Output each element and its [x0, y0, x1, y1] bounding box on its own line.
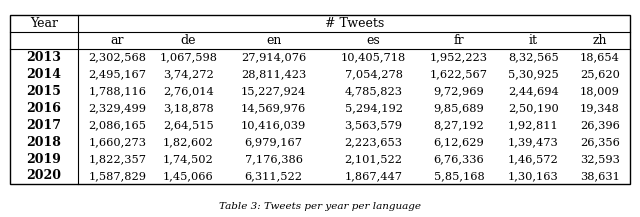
Text: # Tweets: # Tweets [324, 17, 384, 30]
Text: 25,620: 25,620 [580, 69, 620, 79]
Text: 2,44,694: 2,44,694 [508, 86, 559, 96]
Text: Table 3: Tweets per year per language: Table 3: Tweets per year per language [219, 202, 421, 211]
Text: 1,45,066: 1,45,066 [163, 171, 214, 181]
Text: 2,101,522: 2,101,522 [344, 154, 403, 164]
Text: fr: fr [454, 34, 464, 47]
Text: 32,593: 32,593 [580, 154, 620, 164]
Text: 2,495,167: 2,495,167 [88, 69, 147, 79]
Text: 1,39,473: 1,39,473 [508, 137, 559, 147]
Text: 2019: 2019 [26, 153, 61, 166]
Text: 7,176,386: 7,176,386 [244, 154, 303, 164]
Text: 4,785,823: 4,785,823 [344, 86, 403, 96]
Text: 28,811,423: 28,811,423 [241, 69, 307, 79]
Text: 1,660,273: 1,660,273 [88, 137, 147, 147]
Text: 2014: 2014 [26, 68, 61, 81]
Text: 2,302,568: 2,302,568 [88, 53, 147, 62]
Text: 2018: 2018 [26, 136, 61, 149]
Text: 3,74,272: 3,74,272 [163, 69, 214, 79]
Text: 6,979,167: 6,979,167 [244, 137, 303, 147]
Text: 8,27,192: 8,27,192 [433, 120, 484, 130]
Text: 26,396: 26,396 [580, 120, 620, 130]
Text: 2,76,014: 2,76,014 [163, 86, 214, 96]
Text: 1,92,811: 1,92,811 [508, 120, 559, 130]
Text: 38,631: 38,631 [580, 171, 620, 181]
Text: 1,622,567: 1,622,567 [430, 69, 488, 79]
Text: 6,12,629: 6,12,629 [433, 137, 484, 147]
Text: en: en [266, 34, 282, 47]
Text: 7,054,278: 7,054,278 [344, 69, 403, 79]
Text: 2015: 2015 [26, 85, 61, 98]
Text: 14,569,976: 14,569,976 [241, 103, 307, 113]
Text: 3,18,878: 3,18,878 [163, 103, 214, 113]
Text: 27,914,076: 27,914,076 [241, 53, 307, 62]
Text: de: de [180, 34, 196, 47]
Text: 18,009: 18,009 [580, 86, 620, 96]
Text: 1,74,502: 1,74,502 [163, 154, 214, 164]
Text: Year: Year [30, 17, 58, 30]
Text: zh: zh [593, 34, 607, 47]
Text: 1,822,357: 1,822,357 [88, 154, 147, 164]
Text: ar: ar [111, 34, 124, 47]
Text: 3,563,579: 3,563,579 [344, 120, 403, 130]
Text: 5,85,168: 5,85,168 [433, 171, 484, 181]
Text: 1,46,572: 1,46,572 [508, 154, 559, 164]
Text: 5,30,925: 5,30,925 [508, 69, 559, 79]
Text: 9,85,689: 9,85,689 [433, 103, 484, 113]
Text: 2,086,165: 2,086,165 [88, 120, 147, 130]
Text: 2,223,653: 2,223,653 [344, 137, 403, 147]
Text: 1,952,223: 1,952,223 [430, 53, 488, 62]
Text: 18,654: 18,654 [580, 53, 620, 62]
Text: 2,50,190: 2,50,190 [508, 103, 559, 113]
Text: 2016: 2016 [26, 102, 61, 115]
Text: 19,348: 19,348 [580, 103, 620, 113]
Text: 6,76,336: 6,76,336 [433, 154, 484, 164]
Text: 26,356: 26,356 [580, 137, 620, 147]
Text: 2,329,499: 2,329,499 [88, 103, 147, 113]
Text: 1,82,602: 1,82,602 [163, 137, 214, 147]
Text: 1,788,116: 1,788,116 [88, 86, 147, 96]
Text: 6,311,522: 6,311,522 [244, 171, 303, 181]
Text: 1,30,163: 1,30,163 [508, 171, 559, 181]
Text: 8,32,565: 8,32,565 [508, 53, 559, 62]
Text: 2,64,515: 2,64,515 [163, 120, 214, 130]
Text: 2013: 2013 [26, 51, 61, 64]
Text: 2017: 2017 [26, 119, 61, 132]
Text: es: es [367, 34, 380, 47]
Text: it: it [529, 34, 538, 47]
Text: 10,405,718: 10,405,718 [341, 53, 406, 62]
Text: 1,067,598: 1,067,598 [159, 53, 218, 62]
Text: 5,294,192: 5,294,192 [344, 103, 403, 113]
Text: 15,227,924: 15,227,924 [241, 86, 307, 96]
Text: 1,587,829: 1,587,829 [88, 171, 147, 181]
Text: 9,72,969: 9,72,969 [433, 86, 484, 96]
Text: 1,867,447: 1,867,447 [344, 171, 403, 181]
Text: 2020: 2020 [26, 169, 61, 182]
Text: 10,416,039: 10,416,039 [241, 120, 307, 130]
